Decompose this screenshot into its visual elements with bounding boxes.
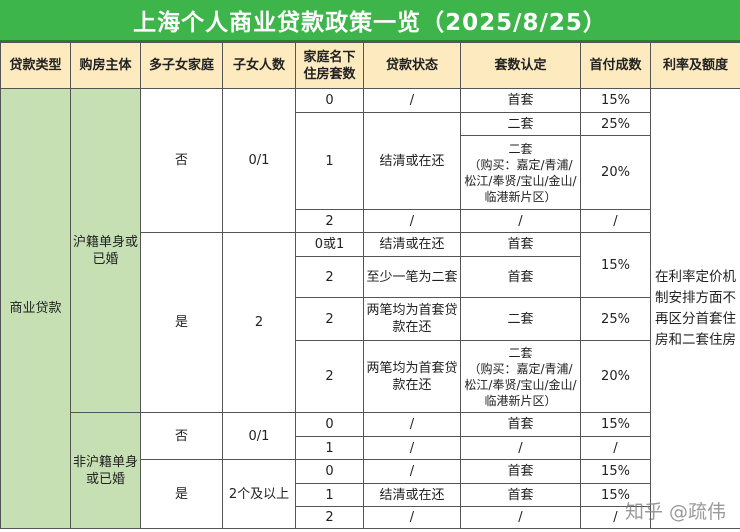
multi-cell: 否 — [140, 88, 223, 233]
type-label: 二套 — [508, 141, 533, 156]
houses-cell: 1 — [295, 112, 364, 210]
table-row: 2 两笔均为首套贷款在还 二套 （购买：嘉定/青浦/松江/奉贤/宝山/金山/临港新… — [1, 340, 740, 413]
header-cell: 贷款类型 — [0, 42, 71, 89]
subject-cell: 沪籍单身或已婚 — [70, 88, 141, 413]
status-cell: / — [363, 412, 461, 437]
down-payment-cell: / — [580, 436, 651, 460]
houses-cell: 1 — [295, 436, 364, 460]
down-payment-cell: / — [580, 506, 651, 529]
down-payment-cell: 20% — [580, 135, 651, 210]
watermark: 知乎 @疏伟 — [624, 501, 726, 523]
header-cell: 贷款状态 — [363, 42, 461, 89]
type-cell: 首套 — [460, 483, 581, 507]
table-row: 2 两笔均为首套贷款在还 二套 25% — [1, 297, 740, 341]
houses-cell: 0 — [295, 412, 364, 437]
type-cell: 二套 （购买：嘉定/青浦/松江/奉贤/宝山/金山/临港新片区） — [460, 135, 581, 210]
table-row: 是 2 0或1 结清或在还 首套 15% — [1, 232, 740, 413]
subject-cell: 非沪籍单身或已婚 — [70, 412, 141, 529]
header-cell: 多子女家庭 — [140, 42, 223, 89]
children-cell: 2 — [222, 232, 296, 413]
page-title: 上海个人商业贷款政策一览（2025/8/25） — [0, 0, 740, 42]
houses-cell: 0或1 — [295, 232, 364, 257]
houses-cell: 2 — [295, 340, 364, 413]
down-payment-cell: 15% — [580, 459, 651, 484]
table-row: 1 / / / — [1, 436, 740, 460]
down-payment-cell: 25% — [580, 297, 651, 341]
table-row: 2 / / / — [1, 209, 740, 233]
header-cell: 购房主体 — [70, 42, 141, 89]
status-cell: 至少一笔为二套 — [363, 256, 461, 298]
down-payment-cell: 20% — [580, 340, 651, 413]
status-cell: 两笔均为首套贷款在还 — [363, 340, 461, 413]
status-cell: / — [363, 506, 461, 529]
policy-table: 贷款类型 购房主体 多子女家庭 子女人数 家庭名下住房套数 贷款状态 套数认定 … — [0, 42, 740, 529]
multi-cell: 是 — [140, 232, 223, 413]
table-row: 2 至少一笔为二套 首套 — [1, 256, 740, 298]
status-cell: 结清或在还 — [363, 112, 461, 210]
type-cell: 首套 — [460, 256, 581, 298]
type-cell: 首套 — [460, 232, 581, 257]
multi-cell: 是 — [140, 459, 223, 529]
status-cell: 结清或在还 — [363, 483, 461, 507]
type-label: 二套 — [508, 345, 533, 360]
houses-cell: 0 — [295, 88, 364, 113]
header-cell: 利率及额度 — [650, 42, 740, 89]
rate-note-cell: 在利率定价机制安排方面不再区分首套住房和二套住房 — [650, 88, 740, 529]
table-row: 商业贷款 沪籍单身或已婚 否 0/1 0 / 首套 15% 在利率定价机制安排方… — [0, 88, 740, 529]
type-cell: 首套 — [460, 412, 581, 437]
houses-cell: 2 — [295, 209, 364, 233]
type-cell: 二套 — [460, 112, 581, 136]
down-payment-cell: 15% — [580, 88, 651, 113]
type-note: （购买：嘉定/青浦/松江/奉贤/宝山/金山/临港新片区） — [464, 157, 577, 204]
type-cell: / — [460, 209, 581, 233]
header-cell: 首付成数 — [580, 42, 651, 89]
header-cell: 套数认定 — [460, 42, 581, 89]
status-cell: / — [363, 209, 461, 233]
down-payment-cell: 15% — [580, 412, 651, 437]
houses-cell: 2 — [295, 256, 364, 298]
children-cell: 0/1 — [222, 412, 296, 460]
table-row: 是 2个及以上 0 / 首套 15% — [1, 459, 740, 529]
table-row: 1 结清或在还 首套 15% — [1, 483, 740, 507]
houses-cell: 2 — [295, 506, 364, 529]
down-payment-cell: / — [580, 209, 651, 233]
type-cell: 二套 （购买：嘉定/青浦/松江/奉贤/宝山/金山/临港新片区） — [460, 340, 581, 413]
table-row: 非沪籍单身或已婚 否 0/1 0 / 首套 15% — [1, 412, 740, 529]
table-row: 二套 （购买：嘉定/青浦/松江/奉贤/宝山/金山/临港新片区） 20% — [1, 135, 740, 210]
header-cell: 子女人数 — [222, 42, 296, 89]
status-cell: 结清或在还 — [363, 232, 461, 257]
loan-type-cell: 商业贷款 — [0, 88, 71, 529]
status-cell: / — [363, 88, 461, 113]
houses-cell: 0 — [295, 459, 364, 484]
type-cell: 首套 — [460, 88, 581, 113]
children-cell: 0/1 — [222, 88, 296, 233]
houses-cell: 2 — [295, 297, 364, 341]
status-cell: 两笔均为首套贷款在还 — [363, 297, 461, 341]
type-cell: 首套 — [460, 459, 581, 484]
table-row: 2 / / / — [1, 506, 740, 529]
children-cell: 2个及以上 — [222, 459, 296, 529]
type-note: （购买：嘉定/青浦/松江/奉贤/宝山/金山/临港新片区） — [464, 361, 577, 408]
header-cell: 家庭名下住房套数 — [295, 42, 364, 89]
header-row: 贷款类型 购房主体 多子女家庭 子女人数 家庭名下住房套数 贷款状态 套数认定 … — [0, 42, 740, 89]
houses-cell: 1 — [295, 483, 364, 507]
status-cell: / — [363, 436, 461, 460]
type-cell: / — [460, 506, 581, 529]
type-cell: / — [460, 436, 581, 460]
down-payment-cell: 25% — [580, 112, 651, 136]
multi-cell: 否 — [140, 412, 223, 460]
status-cell: / — [363, 459, 461, 484]
down-payment-cell: 15% — [580, 483, 651, 507]
down-payment-cell: 15% — [580, 232, 651, 298]
type-cell: 二套 — [460, 297, 581, 341]
